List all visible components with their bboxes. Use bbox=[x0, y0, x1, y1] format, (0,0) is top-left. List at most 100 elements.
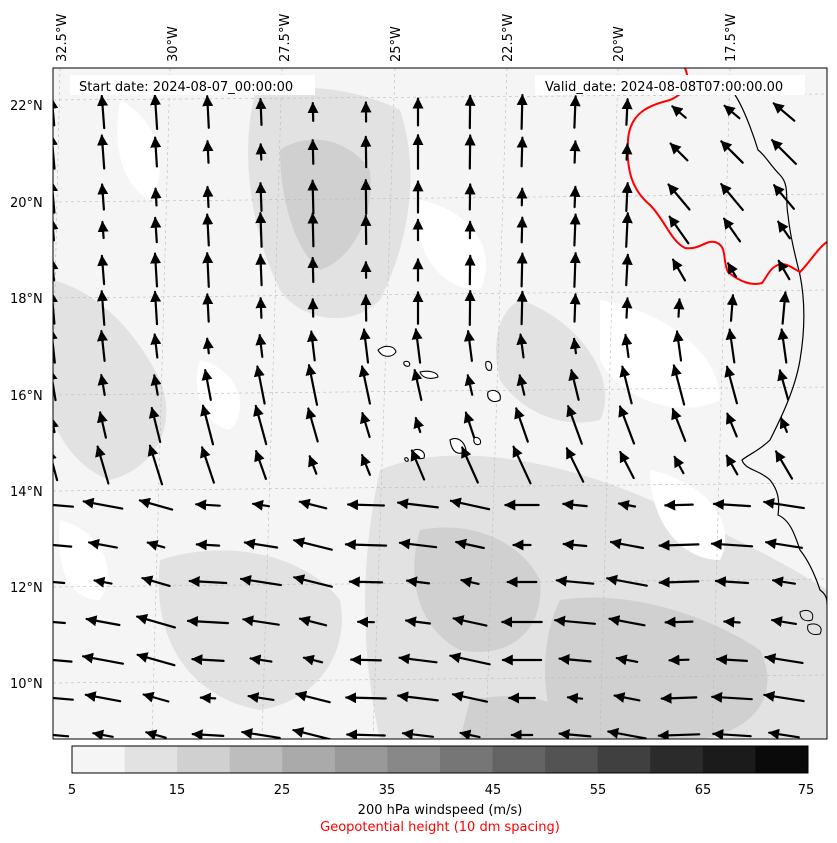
wind-arrow bbox=[671, 105, 687, 119]
lon-label: 22.5°W bbox=[501, 14, 516, 62]
wind-arrow bbox=[202, 337, 214, 355]
wind-arrow bbox=[255, 212, 267, 248]
wind-arrow bbox=[253, 404, 268, 446]
map-area bbox=[53, 68, 827, 739]
graticule bbox=[53, 68, 827, 739]
wind-arrow bbox=[459, 729, 481, 739]
colorbar-segment bbox=[545, 746, 599, 773]
wind-arrow bbox=[150, 333, 162, 359]
wind-arrow bbox=[720, 140, 744, 164]
wind-arrow bbox=[779, 417, 791, 433]
colorbar-segment bbox=[702, 746, 756, 773]
wind-arrow bbox=[618, 405, 636, 445]
wind-arrow bbox=[298, 498, 328, 510]
colorbar-tick-label: 5 bbox=[68, 783, 76, 798]
wind-arrow bbox=[255, 143, 267, 161]
wind-arrow bbox=[97, 220, 109, 240]
wind-arrow bbox=[516, 136, 528, 168]
map-frame bbox=[52, 67, 828, 740]
colorbar-segment bbox=[597, 746, 651, 773]
wind-arrow bbox=[726, 262, 738, 278]
wind-arrow bbox=[463, 330, 475, 362]
wind-arrow bbox=[621, 297, 633, 319]
wind-arrow bbox=[722, 217, 742, 243]
wind-arrow bbox=[725, 328, 737, 364]
wind-arrow bbox=[658, 539, 700, 551]
wind-arrow bbox=[348, 576, 384, 588]
wind-arrow bbox=[202, 293, 214, 323]
wind-arrow bbox=[87, 538, 119, 550]
wind-arrow bbox=[608, 615, 646, 627]
wind-arrow bbox=[460, 576, 480, 588]
valid-date-box bbox=[535, 75, 805, 95]
wind-arrow bbox=[53, 258, 59, 282]
wind-arrow bbox=[553, 615, 597, 627]
wind-arrow bbox=[53, 503, 75, 508]
latitude-labels: 22°N 20°N 18°N 16°N 14°N 12°N 10°N bbox=[10, 99, 43, 692]
colorbar-segment bbox=[387, 746, 441, 773]
wind-arrow bbox=[667, 183, 691, 211]
wind-arrow bbox=[569, 293, 581, 323]
wind-arrow bbox=[723, 104, 741, 120]
wind-arrow bbox=[96, 290, 108, 326]
colorbar-segment bbox=[72, 746, 126, 773]
wind-arrow bbox=[150, 290, 162, 326]
wind-arrow bbox=[660, 692, 698, 704]
wind-arrow bbox=[255, 182, 267, 212]
wind-arrow bbox=[53, 218, 59, 242]
wind-arrow bbox=[255, 97, 267, 127]
wind-arrow bbox=[566, 692, 584, 704]
wind-arrow bbox=[243, 538, 279, 550]
wind-arrow bbox=[249, 654, 273, 666]
wind-arrow bbox=[293, 574, 333, 588]
colorbar-segment bbox=[755, 746, 809, 773]
wind-arrow bbox=[195, 499, 221, 511]
wind-arrow bbox=[615, 654, 639, 666]
wind-arrow bbox=[711, 691, 753, 703]
wind-arrow bbox=[405, 576, 431, 588]
wind-arrow bbox=[202, 185, 214, 209]
wind-arrow bbox=[398, 653, 438, 665]
lat-label: 10°N bbox=[10, 677, 43, 692]
colorbar-segment bbox=[282, 746, 336, 773]
wind-arrow bbox=[621, 143, 633, 161]
wind-arrow bbox=[777, 369, 790, 401]
wind-arrow bbox=[725, 412, 738, 438]
wind-arrow bbox=[307, 256, 319, 284]
wind-arrow bbox=[772, 102, 796, 122]
wind-arrow bbox=[253, 365, 266, 405]
wind-arrow bbox=[569, 252, 581, 288]
wind-arrow bbox=[195, 539, 221, 551]
wind-arrow bbox=[200, 446, 215, 484]
wind-arrow bbox=[568, 369, 580, 401]
wind-arrow bbox=[53, 733, 70, 738]
wind-arrow bbox=[566, 405, 583, 445]
wind-arrow bbox=[723, 616, 741, 628]
wind-arrow bbox=[305, 364, 319, 406]
colorbar-subtitle: Geopotential height (10 dm spacing) bbox=[320, 820, 560, 835]
valid-date-label: Valid_date: 2024-08-08T07:00:00.00 bbox=[545, 80, 783, 95]
wind-arrow bbox=[148, 406, 162, 444]
wind-arrow bbox=[516, 252, 528, 288]
wind-arrow bbox=[514, 407, 529, 443]
wind-arrow bbox=[240, 574, 282, 587]
wind-arrow bbox=[136, 614, 176, 629]
wind-arrow bbox=[558, 654, 592, 665]
lon-label: 30°W bbox=[166, 26, 181, 62]
coastline-africa bbox=[734, 94, 827, 606]
lat-label: 14°N bbox=[10, 485, 43, 500]
wind-arrow bbox=[53, 328, 58, 364]
colorbar-title: 200 hPa windspeed (m/s) bbox=[358, 803, 523, 818]
wind-arrow bbox=[715, 654, 749, 666]
wind-arrow bbox=[726, 294, 738, 322]
lat-label: 22°N bbox=[10, 99, 43, 114]
wind-arrow bbox=[305, 407, 319, 443]
wind-arrow bbox=[97, 254, 109, 286]
wind-arrow bbox=[199, 692, 217, 704]
colorbar-segment bbox=[124, 746, 178, 773]
wind-arrow bbox=[53, 180, 58, 214]
wind-arrow bbox=[607, 727, 647, 739]
wind-arrow bbox=[150, 374, 162, 396]
wind-arrow bbox=[668, 654, 690, 666]
wind-arrow bbox=[621, 98, 633, 126]
